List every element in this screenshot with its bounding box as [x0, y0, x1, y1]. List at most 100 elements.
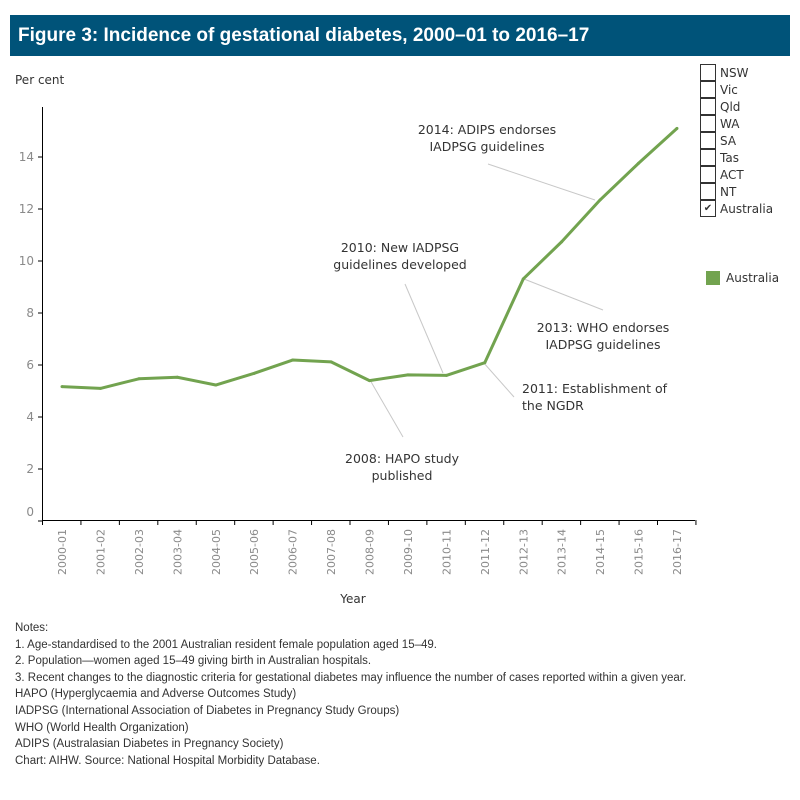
note-line: 3. Recent changes to the diagnostic crit…	[15, 671, 687, 684]
data-point	[598, 198, 602, 202]
note-line: 2. Population—women aged 15–49 giving bi…	[15, 655, 372, 668]
filter-label: Vic	[720, 82, 738, 97]
x-tick-label: 2004-05	[210, 529, 223, 575]
annotation-leader-line	[369, 379, 404, 438]
annotation-leader-line	[487, 163, 596, 201]
x-tick-label: 2007-08	[325, 529, 338, 575]
data-point	[98, 386, 102, 390]
y-tick-label: 6	[26, 358, 34, 372]
legend-swatch	[706, 271, 720, 285]
filter-sa[interactable]: SA	[700, 132, 773, 149]
filter-label: SA	[720, 133, 737, 148]
figure-title: Figure 3: Incidence of gestational diabe…	[10, 15, 790, 56]
x-tick-label: 2008-09	[364, 529, 377, 575]
x-tick-label: 2015-16	[633, 529, 646, 575]
x-tick-label: 2011-12	[479, 529, 492, 575]
check-icon: ✔	[703, 203, 713, 214]
annotation-text: IADPSG guidelines	[429, 139, 544, 154]
filter-qld[interactable]: Qld	[700, 98, 773, 115]
notes-heading: Notes:	[15, 622, 49, 634]
notes: Notes: 1. Age-standardised to the 2001 Au…	[15, 620, 695, 769]
y-tick-label: 10	[19, 254, 34, 268]
filter-label: NSW	[720, 65, 749, 80]
note-line: 1. Age-standardised to the 2001 Australi…	[15, 638, 437, 651]
filter-vic[interactable]: Vic	[700, 81, 773, 98]
data-point	[291, 358, 295, 362]
y-tick-label: 2	[26, 462, 34, 476]
note-line: ADIPS (Australasian Diabetes in Pregnanc…	[15, 738, 284, 751]
annotation-text: the NGDR	[522, 398, 584, 413]
data-point	[329, 360, 333, 364]
checkbox[interactable]	[700, 183, 716, 200]
y-tick-label: 0	[26, 505, 34, 519]
data-point	[175, 375, 179, 379]
filter-wa[interactable]: WA	[700, 115, 773, 132]
filter-label: Tas	[720, 150, 739, 165]
annotation-text: IADPSG guidelines	[545, 337, 660, 352]
annotation-text: 2013: WHO endorses	[537, 320, 670, 335]
data-point	[560, 240, 564, 244]
y-axis-label: Per cent	[15, 73, 65, 87]
y-tick-label: 14	[19, 150, 34, 164]
annotation-text: 2010: New IADPSG	[341, 240, 459, 255]
filter-label: Qld	[720, 99, 741, 114]
x-axis-label: Year	[339, 592, 365, 606]
filter-act[interactable]: ACT	[700, 166, 773, 183]
filter-label: NT	[720, 184, 737, 199]
y-tick-label: 12	[19, 202, 34, 216]
x-tick-label: 2013-14	[556, 529, 569, 575]
filter-label: WA	[720, 116, 740, 131]
filter-label: Australia	[720, 201, 774, 216]
data-point	[252, 371, 256, 375]
x-tick-label: 2005-06	[248, 529, 261, 575]
legend: Australia	[706, 271, 779, 285]
filter-nsw[interactable]: NSW	[700, 64, 773, 81]
annotation-text: guidelines developed	[333, 257, 466, 272]
checkbox[interactable]	[700, 166, 716, 183]
checkbox[interactable]	[700, 81, 716, 98]
filter-australia[interactable]: ✔ Australia	[700, 200, 773, 217]
data-point	[214, 383, 218, 387]
filter-tas[interactable]: Tas	[700, 149, 773, 166]
y-tick-label: 4	[26, 410, 34, 424]
data-point	[675, 126, 679, 130]
x-tick-label: 2001-02	[94, 529, 107, 575]
data-point	[406, 373, 410, 377]
x-tick-label: 2002-03	[133, 529, 146, 575]
state-filter: NSW Vic Qld WA SA Tas ACT NT ✔ Australia	[700, 64, 773, 217]
checkbox[interactable]	[700, 132, 716, 149]
note-line: Chart: AIHW. Source: National Hospital M…	[15, 754, 320, 767]
annotation-text: 2008: HAPO study	[345, 451, 460, 466]
data-point	[483, 361, 487, 365]
checkbox[interactable]	[700, 115, 716, 132]
line-chart: Per cent Year 0 2 4 6 8 10 12 14 2000-01 2001-02 2…	[15, 73, 697, 606]
x-tick-label: 2012-13	[517, 529, 530, 575]
x-tick-label: 2014-15	[594, 529, 607, 575]
data-point	[637, 161, 641, 165]
filter-label: ACT	[720, 167, 744, 182]
x-tick-label: 2006-07	[287, 529, 300, 575]
annotation-leader-line	[482, 361, 515, 398]
data-point	[521, 277, 525, 281]
annotation-text: 2014: ADIPS endorses	[418, 122, 556, 137]
x-tick-label: 2016-17	[671, 529, 684, 575]
x-tick-label: 2000-01	[56, 529, 69, 575]
x-tick-label: 2010-11	[440, 529, 453, 575]
annotation-text: published	[372, 468, 433, 483]
checkbox[interactable]	[700, 98, 716, 115]
annotation-leader-line	[404, 283, 444, 374]
annotation-text: 2011: Establishment of	[522, 381, 668, 396]
data-point	[444, 373, 448, 377]
note-line: WHO (World Health Organization)	[15, 721, 189, 734]
note-line: IADPSG (International Association of Dia…	[15, 704, 400, 717]
legend-label: Australia	[726, 271, 780, 285]
checkbox[interactable]	[700, 64, 716, 81]
x-tick-label: 2003-04	[171, 529, 184, 575]
data-point	[368, 379, 371, 383]
data-point	[60, 385, 64, 389]
data-point	[137, 377, 141, 381]
checkbox[interactable]: ✔	[700, 200, 716, 217]
checkbox[interactable]	[700, 149, 716, 166]
filter-nt[interactable]: NT	[700, 183, 773, 200]
